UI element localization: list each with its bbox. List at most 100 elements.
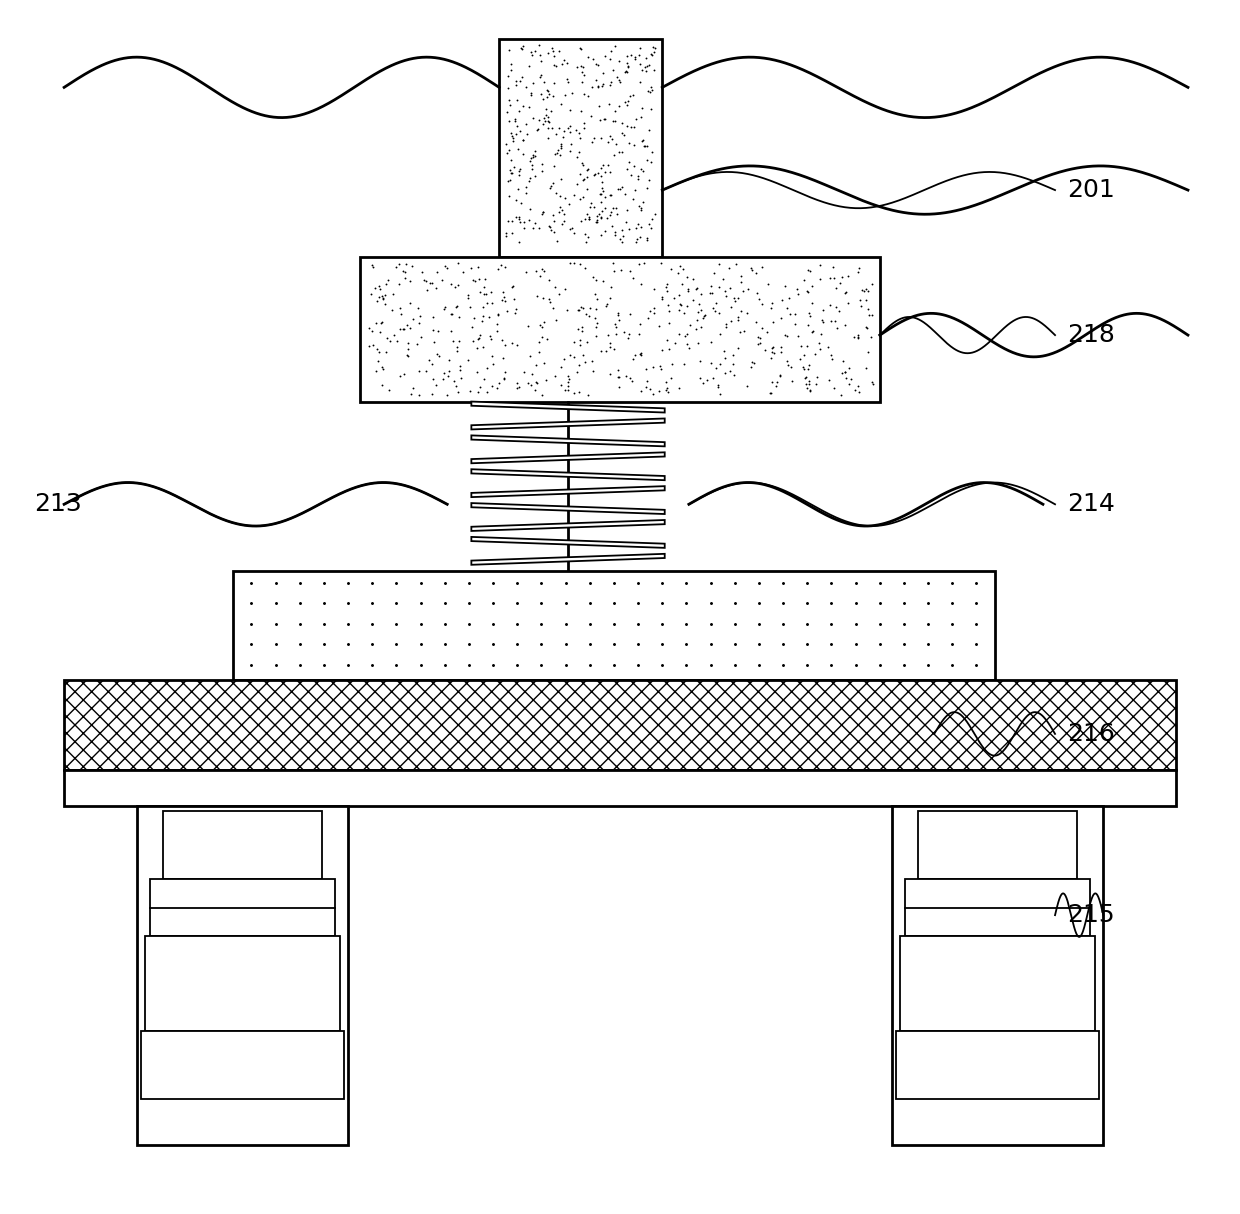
Point — [467, 329, 487, 348]
Point — [715, 317, 735, 336]
Point — [598, 325, 618, 345]
Point — [551, 95, 570, 114]
Text: 215: 215 — [1068, 903, 1115, 927]
Point — [789, 327, 808, 346]
Point — [497, 79, 517, 98]
Point — [549, 41, 569, 61]
Point — [631, 200, 651, 220]
Point — [363, 257, 383, 277]
Point — [748, 328, 768, 347]
Point — [529, 314, 549, 334]
Point — [615, 92, 635, 112]
Point — [585, 327, 605, 346]
Point — [632, 160, 652, 180]
Point — [785, 314, 805, 334]
Point — [863, 374, 883, 393]
Point — [465, 308, 485, 328]
Point — [513, 36, 533, 56]
Point — [670, 294, 689, 313]
Point — [760, 347, 780, 367]
Point — [567, 175, 587, 194]
Point — [615, 185, 635, 204]
Point — [496, 226, 516, 245]
Point — [637, 371, 657, 391]
Point — [658, 340, 678, 359]
Point — [750, 328, 770, 347]
Point — [470, 282, 490, 301]
Point — [609, 378, 629, 397]
Point — [543, 41, 563, 61]
Point — [428, 262, 448, 282]
Point — [728, 339, 748, 358]
Point — [507, 117, 527, 136]
Point — [606, 324, 626, 344]
Point — [689, 294, 709, 313]
Point — [677, 267, 697, 287]
Point — [570, 330, 590, 350]
Point — [513, 362, 533, 381]
Point — [805, 345, 825, 364]
Point — [625, 47, 645, 67]
Point — [848, 328, 868, 347]
Point — [737, 304, 756, 323]
Point — [410, 328, 430, 347]
Point — [403, 378, 423, 397]
Point — [441, 304, 461, 323]
Point — [534, 353, 554, 373]
Point — [512, 38, 532, 57]
Point — [603, 130, 622, 149]
Point — [764, 344, 784, 363]
Point — [626, 219, 646, 238]
Point — [534, 261, 554, 280]
Point — [616, 367, 636, 386]
Point — [474, 337, 494, 357]
Point — [693, 308, 713, 328]
Point — [616, 53, 636, 73]
Point — [656, 278, 676, 297]
Point — [533, 89, 553, 108]
Polygon shape — [471, 419, 665, 430]
Point — [503, 129, 523, 148]
Point — [532, 318, 552, 337]
Point — [748, 334, 768, 353]
Point — [787, 279, 807, 299]
Point — [837, 282, 857, 301]
Point — [742, 259, 761, 278]
Point — [572, 211, 591, 231]
Point — [781, 357, 801, 376]
Point — [505, 109, 525, 129]
Point — [538, 81, 558, 101]
Point — [619, 57, 639, 76]
Point — [553, 121, 573, 141]
Point — [637, 81, 657, 101]
Point — [601, 203, 621, 222]
Point — [596, 208, 616, 227]
Point — [630, 38, 650, 57]
Point — [579, 209, 599, 228]
Point — [413, 262, 433, 282]
Point — [523, 109, 543, 129]
Point — [618, 56, 637, 75]
Point — [644, 385, 663, 404]
Point — [622, 189, 642, 209]
Point — [529, 266, 549, 285]
Point — [546, 144, 565, 164]
Point — [836, 363, 856, 382]
Point — [636, 178, 656, 198]
Point — [799, 375, 818, 395]
Point — [848, 325, 868, 345]
Point — [594, 74, 614, 93]
Point — [547, 183, 567, 203]
Point — [605, 222, 625, 242]
Point — [589, 96, 609, 115]
Point — [446, 337, 466, 357]
Point — [367, 339, 387, 358]
Point — [722, 297, 742, 317]
Point — [600, 163, 620, 182]
Point — [543, 205, 563, 225]
Point — [398, 316, 418, 335]
Point — [582, 193, 601, 212]
Point — [687, 278, 707, 297]
Point — [489, 305, 508, 324]
Point — [422, 273, 441, 293]
